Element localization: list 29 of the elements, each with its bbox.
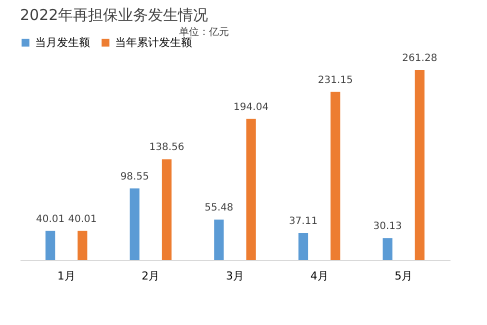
legend-label: 当月发生额	[35, 36, 90, 49]
bar	[414, 70, 425, 260]
x-tick-label: 2月	[142, 270, 160, 282]
data-label: 40.01	[36, 214, 65, 225]
bar	[298, 233, 308, 260]
bar	[78, 230, 88, 260]
text: 单位：亿元	[179, 26, 230, 38]
bar	[246, 118, 256, 260]
bar	[162, 159, 172, 260]
data-label: 98.55	[120, 171, 149, 182]
data-label: 138.56	[149, 142, 184, 154]
legend-label: 当年累计发生额	[115, 36, 192, 49]
bar	[130, 188, 140, 260]
x-tick-label: 4月	[310, 270, 328, 282]
x-tick-label: 5月	[394, 270, 413, 282]
chart-title: 2022年再担保业务发生情况	[20, 6, 208, 24]
bar	[45, 230, 56, 260]
data-label: 55.48	[204, 202, 234, 214]
x-tick-label: 3月	[226, 270, 244, 282]
data-label: 40.01	[68, 214, 97, 225]
x-tick-label: 1月	[57, 270, 76, 282]
bar	[330, 92, 340, 260]
data-label: 231.15	[318, 74, 353, 86]
data-label: 37.11	[288, 216, 318, 228]
data-label: 30.13	[373, 221, 402, 232]
bar	[214, 220, 224, 260]
bar	[382, 238, 392, 260]
data-label: 194.04	[234, 102, 269, 113]
data-label: 261.28	[402, 53, 438, 64]
